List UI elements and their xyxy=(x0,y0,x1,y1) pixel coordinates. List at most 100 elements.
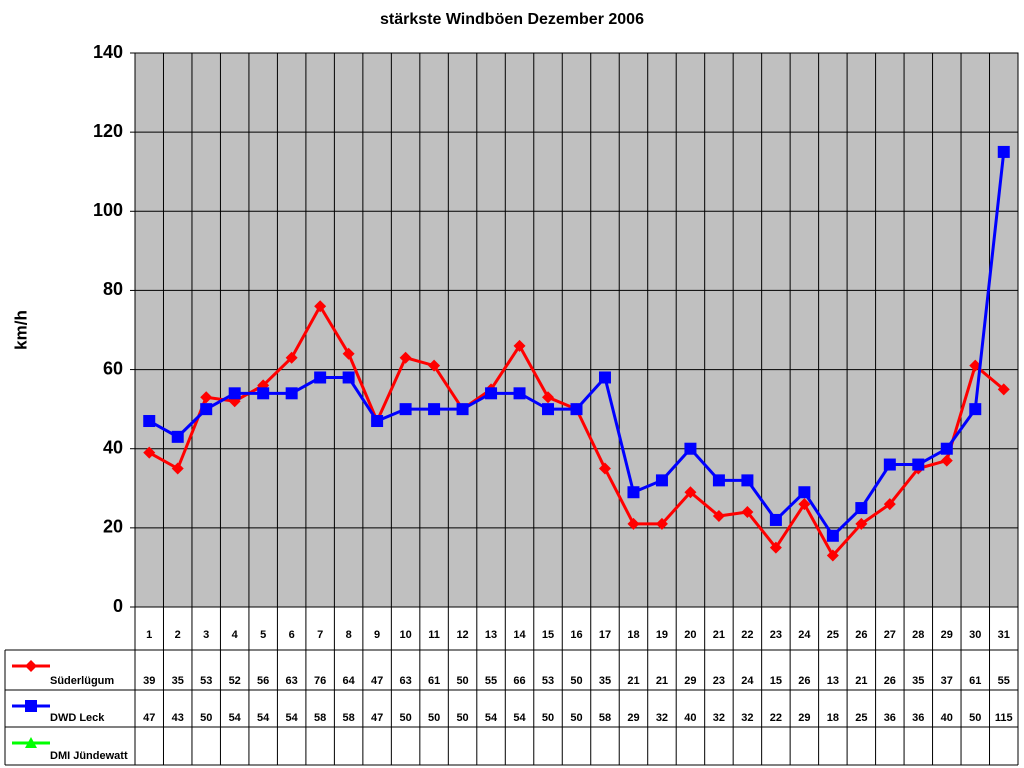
marker xyxy=(25,737,37,748)
y-tick-label: 120 xyxy=(93,121,123,141)
y-tick-label: 140 xyxy=(93,42,123,62)
marker xyxy=(684,486,697,499)
data-label: 58 xyxy=(599,712,611,724)
marker xyxy=(171,462,184,475)
x-tick-label: 12 xyxy=(456,629,468,641)
data-label: 40 xyxy=(684,712,696,724)
data-label: 22 xyxy=(770,712,782,724)
data-label: 53 xyxy=(200,675,212,687)
marker xyxy=(769,541,782,554)
y-tick-label: 20 xyxy=(103,517,123,537)
data-label: 63 xyxy=(286,675,298,687)
data-label: 61 xyxy=(969,675,981,687)
data-label: 43 xyxy=(172,712,184,724)
data-label: 63 xyxy=(399,675,411,687)
marker xyxy=(314,371,327,384)
x-tick-label: 26 xyxy=(855,629,867,641)
marker xyxy=(826,549,839,562)
data-label: 47 xyxy=(143,712,155,724)
y-tick-label: 40 xyxy=(103,437,123,457)
marker xyxy=(285,387,298,400)
data-label: 29 xyxy=(627,712,639,724)
marker xyxy=(570,403,583,416)
x-tick-label: 22 xyxy=(741,629,753,641)
data-label: 32 xyxy=(713,712,725,724)
data-label: 115 xyxy=(995,712,1013,724)
x-tick-label: 27 xyxy=(884,629,896,641)
marker xyxy=(228,387,241,400)
data-label: 54 xyxy=(229,712,242,724)
marker xyxy=(997,145,1010,158)
data-label: 21 xyxy=(627,675,639,687)
data-label: 29 xyxy=(684,675,696,687)
x-tick-label: 31 xyxy=(998,629,1010,641)
data-label: 40 xyxy=(941,712,953,724)
marker xyxy=(655,517,668,530)
x-tick-label: 29 xyxy=(941,629,953,641)
marker xyxy=(200,403,213,416)
x-tick-label: 6 xyxy=(289,629,295,641)
data-label: 50 xyxy=(969,712,981,724)
legend-label: Süderlügum xyxy=(50,675,114,687)
y-tick-label: 80 xyxy=(103,279,123,299)
marker xyxy=(399,351,412,364)
marker xyxy=(684,442,697,455)
data-label: 26 xyxy=(884,675,896,687)
x-tick-label: 21 xyxy=(713,629,725,641)
marker xyxy=(997,383,1010,396)
data-label: 24 xyxy=(741,675,754,687)
y-tick-label: 0 xyxy=(113,596,123,616)
marker xyxy=(342,347,355,360)
data-label: 32 xyxy=(741,712,753,724)
data-label: 25 xyxy=(855,712,867,724)
marker xyxy=(428,359,441,372)
data-label: 55 xyxy=(485,675,497,687)
marker xyxy=(25,700,37,712)
data-label: 39 xyxy=(143,675,155,687)
data-label: 37 xyxy=(941,675,953,687)
data-label: 50 xyxy=(456,712,468,724)
data-label: 53 xyxy=(542,675,554,687)
data-label: 29 xyxy=(798,712,810,724)
x-tick-label: 11 xyxy=(428,629,440,641)
x-tick-label: 10 xyxy=(399,629,411,641)
marker xyxy=(171,430,184,443)
x-tick-label: 8 xyxy=(346,629,352,641)
marker xyxy=(940,442,953,455)
marker xyxy=(969,403,982,416)
x-tick-label: 1 xyxy=(146,629,152,641)
y-axis-label: km/h xyxy=(11,310,30,350)
marker xyxy=(655,474,668,487)
x-tick-label: 14 xyxy=(513,629,526,641)
data-label: 50 xyxy=(456,675,468,687)
x-tick-label: 19 xyxy=(656,629,668,641)
data-label: 52 xyxy=(229,675,241,687)
marker xyxy=(883,458,896,471)
data-label: 55 xyxy=(998,675,1010,687)
x-tick-label: 13 xyxy=(485,629,497,641)
marker xyxy=(456,403,469,416)
marker xyxy=(200,391,213,404)
marker xyxy=(371,415,384,428)
x-tick-label: 3 xyxy=(203,629,209,641)
x-tick-label: 28 xyxy=(912,629,924,641)
marker xyxy=(826,529,839,542)
data-label: 50 xyxy=(200,712,212,724)
marker xyxy=(798,498,811,511)
marker xyxy=(314,300,327,313)
x-tick-label: 2 xyxy=(175,629,181,641)
marker xyxy=(143,415,156,428)
data-label: 66 xyxy=(513,675,525,687)
data-label: 47 xyxy=(371,675,383,687)
data-label: 21 xyxy=(855,675,867,687)
legend-label: DWD Leck xyxy=(50,712,105,724)
marker xyxy=(342,371,355,384)
data-label: 35 xyxy=(912,675,924,687)
data-label: 26 xyxy=(798,675,810,687)
marker xyxy=(627,486,640,499)
data-label: 13 xyxy=(827,675,839,687)
data-label: 47 xyxy=(371,712,383,724)
marker xyxy=(513,387,526,400)
marker xyxy=(598,462,611,475)
data-label: 36 xyxy=(884,712,896,724)
